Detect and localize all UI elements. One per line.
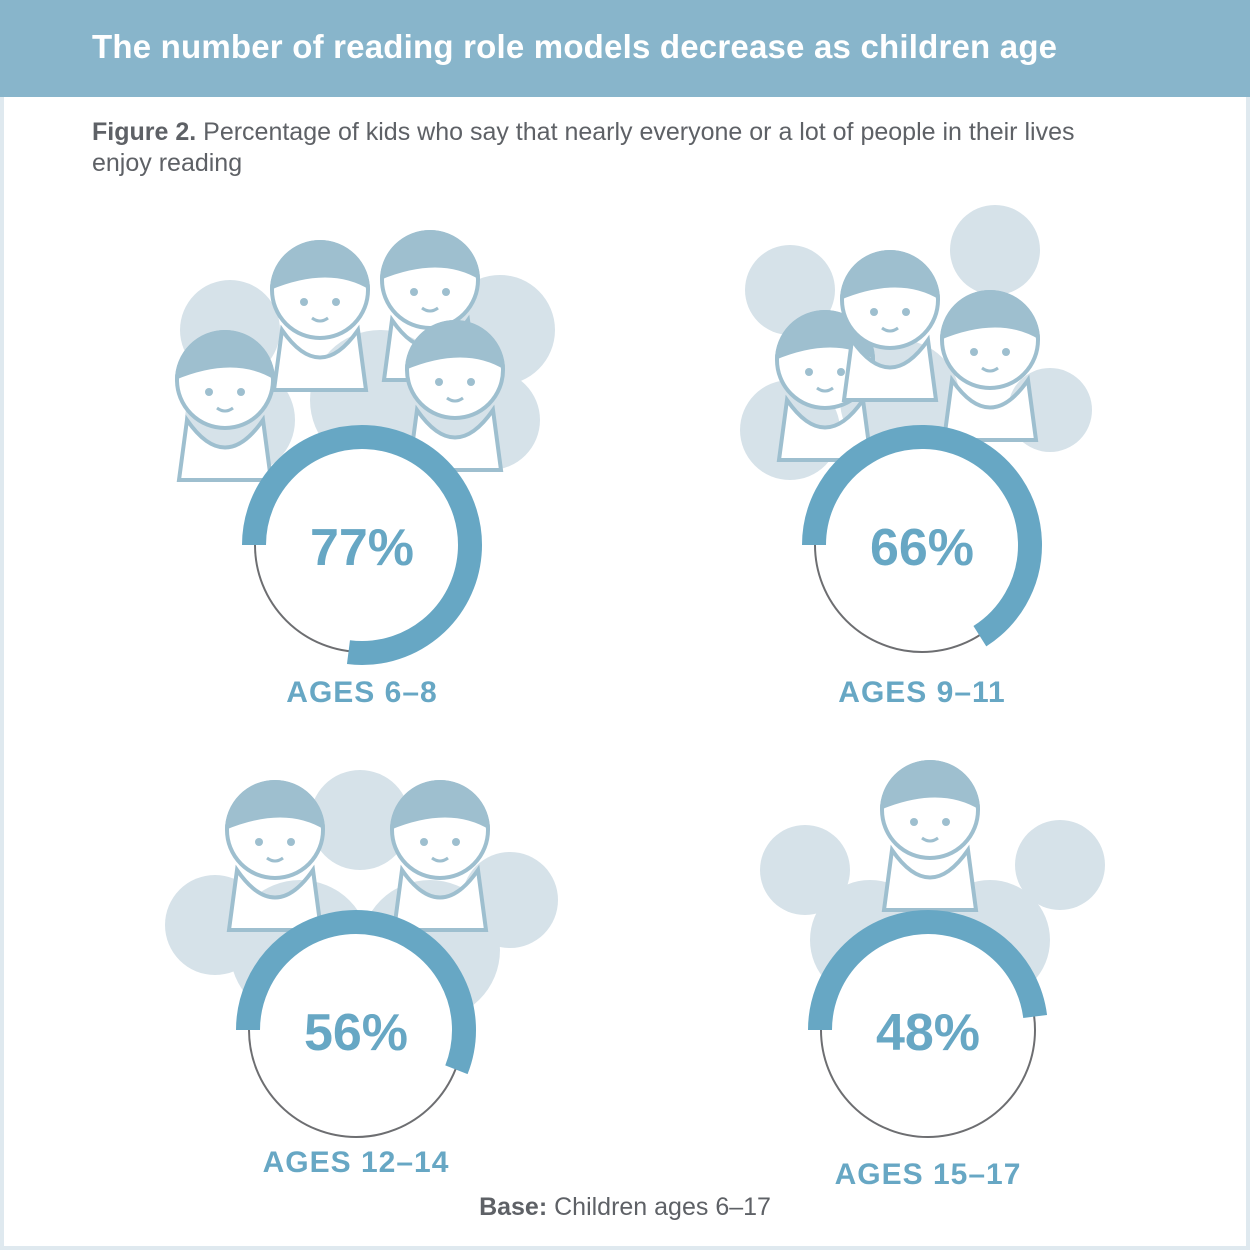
- child-hair: [880, 760, 980, 810]
- child-eye: [870, 308, 878, 316]
- child-mouth: [266, 856, 284, 863]
- child-eye: [910, 818, 918, 826]
- child-illustration: [940, 290, 1040, 442]
- background-blob: [760, 825, 850, 915]
- child-eye: [805, 368, 813, 376]
- child-illustration: [880, 760, 980, 912]
- age-label: AGES 12–14: [263, 1146, 450, 1179]
- child-eye: [287, 838, 295, 846]
- child-body: [776, 394, 874, 462]
- child-eye: [942, 818, 950, 826]
- child-mouth: [421, 306, 439, 313]
- child-eye: [1002, 348, 1010, 356]
- child-body: [391, 864, 489, 932]
- chart-group-3: 56% AGES 12–14: [165, 770, 558, 1179]
- chart-group-1: 77% AGES 6–8: [175, 230, 555, 709]
- chart-group-4: 48% AGES 15–17: [760, 760, 1105, 1191]
- child-eye: [435, 378, 443, 386]
- child-hair: [270, 240, 370, 290]
- child-eye: [970, 348, 978, 356]
- child-hair: [405, 320, 505, 370]
- child-eye: [902, 308, 910, 316]
- percent-label: 48%: [876, 1004, 980, 1062]
- child-eye: [332, 298, 340, 306]
- figure-label: Figure 2.: [92, 118, 197, 146]
- child-eye: [452, 838, 460, 846]
- page-title: The number of reading role models decrea…: [92, 28, 1058, 65]
- chart-group-2: 66% AGES 9–11: [740, 205, 1092, 709]
- child-eye: [255, 838, 263, 846]
- age-label: AGES 9–11: [838, 676, 1005, 709]
- child-eye: [467, 378, 475, 386]
- child-illustration: [175, 330, 275, 482]
- header-bar: The number of reading role models decrea…: [0, 0, 1250, 97]
- child-mouth: [921, 836, 939, 843]
- percent-label: 66%: [870, 519, 974, 577]
- child-hair: [175, 330, 275, 380]
- child-body: [226, 864, 324, 932]
- child-eye: [420, 838, 428, 846]
- child-hair: [390, 780, 490, 830]
- child-hair: [940, 290, 1040, 340]
- background-blob: [310, 770, 410, 870]
- child-illustration: [390, 780, 490, 932]
- percent-label: 77%: [310, 519, 414, 577]
- child-mouth: [431, 856, 449, 863]
- child-eye: [410, 288, 418, 296]
- child-illustration: [840, 250, 940, 402]
- child-hair: [840, 250, 940, 300]
- child-eye: [300, 298, 308, 306]
- figure-caption-text: Percentage of kids who say that nearly e…: [92, 118, 1075, 177]
- child-hair: [225, 780, 325, 830]
- figure-caption: Figure 2. Percentage of kids who say tha…: [92, 117, 1092, 179]
- child-mouth: [881, 326, 899, 333]
- child-body: [841, 334, 939, 402]
- infographic-frame: [4, 0, 1246, 1246]
- child-eye: [442, 288, 450, 296]
- child-body: [176, 414, 274, 482]
- child-illustration: [225, 780, 325, 932]
- donut-arc: [802, 425, 1042, 647]
- base-note: Base: Children ages 6–17: [0, 1193, 1250, 1222]
- age-label: AGES 15–17: [835, 1158, 1022, 1191]
- base-text: Children ages 6–17: [554, 1193, 771, 1221]
- child-eye: [837, 368, 845, 376]
- background-blob: [950, 205, 1040, 295]
- child-mouth: [311, 316, 329, 323]
- base-label: Base:: [479, 1193, 548, 1221]
- child-mouth: [446, 396, 464, 403]
- background-blob: [1015, 820, 1105, 910]
- donut-arc: [242, 425, 482, 665]
- child-body: [881, 844, 979, 912]
- age-label: AGES 6–8: [286, 676, 437, 709]
- child-illustration: [405, 320, 505, 472]
- child-hair: [380, 230, 480, 280]
- donut-arc: [808, 910, 1048, 1031]
- child-body: [941, 374, 1039, 442]
- child-mouth: [981, 366, 999, 373]
- child-illustration: [270, 240, 370, 392]
- child-eye: [205, 388, 213, 396]
- child-body: [271, 324, 369, 392]
- child-eye: [237, 388, 245, 396]
- donut-arc: [236, 910, 476, 1075]
- child-mouth: [216, 406, 234, 413]
- child-mouth: [816, 386, 834, 393]
- percent-label: 56%: [304, 1004, 408, 1062]
